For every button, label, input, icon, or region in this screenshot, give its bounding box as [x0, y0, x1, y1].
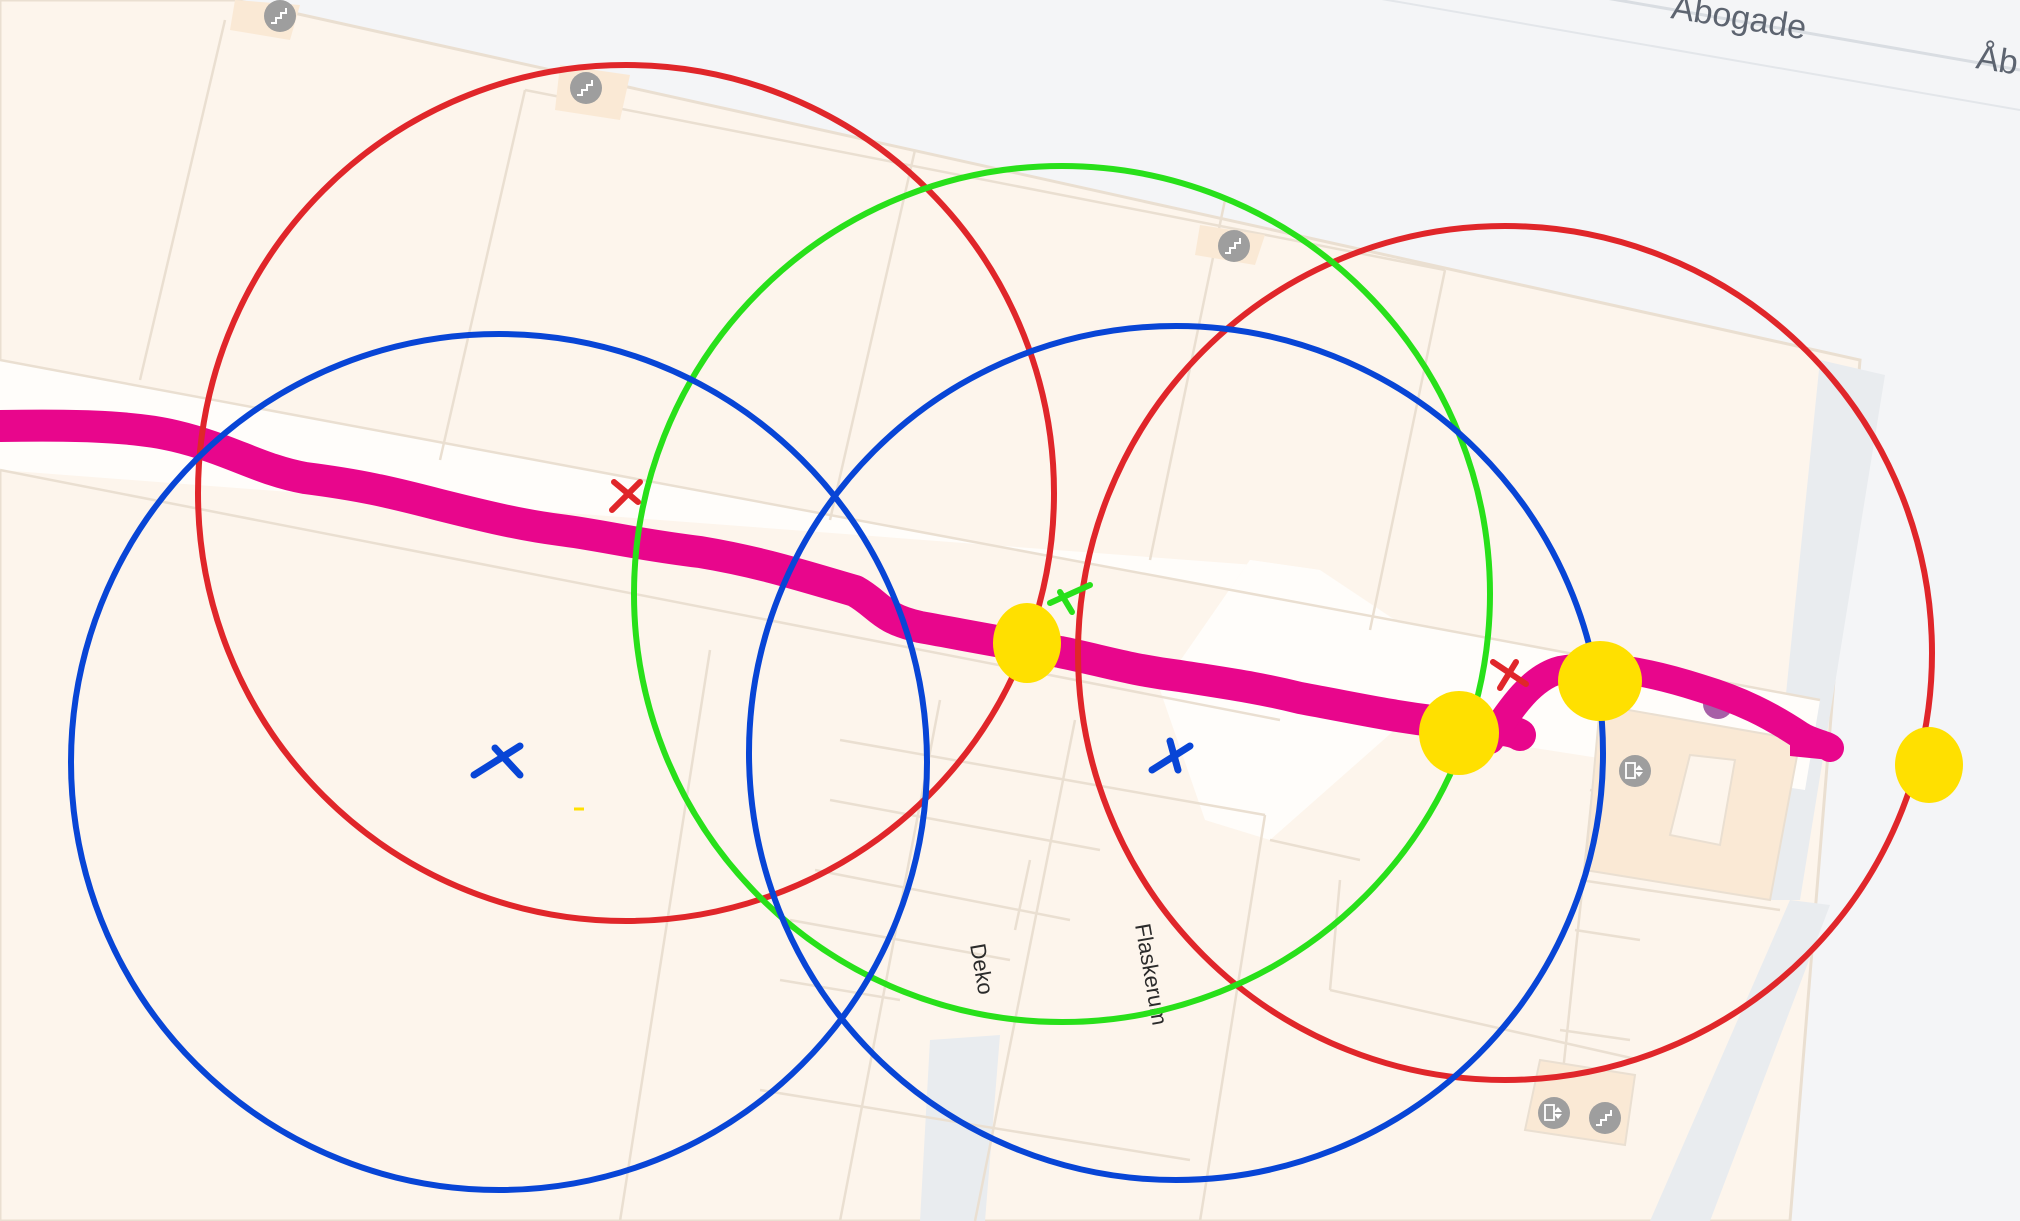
red-range-circle — [1075, 223, 1935, 1083]
building-floor: Deko Flaskerum — [0, 0, 1885, 1221]
blue-range-circle — [68, 331, 930, 1193]
road-edge-line — [1381, 0, 2020, 111]
green-range-circle — [631, 163, 1493, 1025]
red-center-mark — [1490, 659, 1529, 691]
elevator-icon[interactable] — [1538, 1097, 1570, 1129]
blue-center-mark — [1148, 737, 1194, 774]
yellow-intersection-marker — [1419, 691, 1499, 775]
stairs-icon[interactable] — [570, 72, 602, 104]
building-footprint — [0, 0, 1862, 1221]
yellow-intersection-marker — [1895, 727, 1963, 803]
stairs-icon[interactable] — [264, 0, 296, 32]
walked-path-end — [1790, 725, 1830, 760]
green-center-mark — [1047, 582, 1093, 615]
elevator-icon[interactable] — [1619, 755, 1651, 787]
building-shadow — [1650, 900, 1830, 1221]
street-label: Åb — [1974, 38, 2020, 82]
building-shadow — [920, 1035, 1000, 1221]
red-range-circle — [195, 62, 1057, 924]
red-center-mark — [609, 479, 643, 513]
service-room-inner — [1668, 753, 1737, 847]
stairs-icon[interactable] — [1218, 230, 1250, 262]
stairs-icon[interactable] — [1589, 1102, 1621, 1134]
blue-range-circle — [746, 323, 1606, 1183]
road-edge-line — [1608, 0, 2020, 72]
walked-path-trail — [0, 409, 1536, 751]
yellow-intersection-marker — [993, 603, 1061, 683]
yellow-intersection-marker — [1558, 641, 1642, 721]
blue-center-mark — [470, 742, 524, 779]
